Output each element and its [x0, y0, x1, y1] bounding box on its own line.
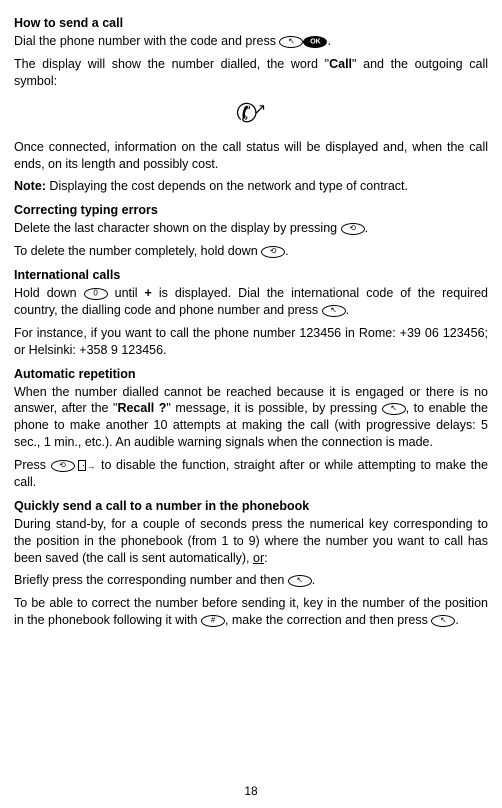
- heading-auto-rep: Automatic repetition: [14, 367, 488, 381]
- text-bold: Note:: [14, 179, 46, 193]
- hash-key-icon: #: [201, 615, 225, 627]
- para-hold-down: Hold down 0 until + is displayed. Dial t…: [14, 285, 488, 319]
- text-underline: or: [253, 551, 264, 565]
- text: :: [264, 551, 267, 565]
- clear-key-icon: ⟲: [51, 460, 75, 472]
- text: Hold down: [14, 286, 84, 300]
- send-key-icon: ↖: [322, 305, 346, 317]
- para-recall: When the number dialled cannot be reache…: [14, 384, 488, 452]
- para-connected: Once connected, information on the call …: [14, 139, 488, 173]
- text: .: [365, 221, 368, 235]
- heading-international: International calls: [14, 268, 488, 282]
- text: " message, it is possible, by pressing: [166, 401, 381, 415]
- text: .: [312, 573, 315, 587]
- text: Delete the last character shown on the d…: [14, 221, 341, 235]
- text: To delete the number completely, hold do…: [14, 244, 261, 258]
- outgoing-call-symbol: ✆↗: [14, 98, 488, 129]
- send-key-icon: ↖: [382, 403, 406, 415]
- text: Dial the phone number with the code and …: [14, 34, 279, 48]
- text: , make the correction and then press: [225, 613, 431, 627]
- para-delete-all: To delete the number completely, hold do…: [14, 243, 488, 260]
- clear-key-icon: ⟲: [341, 223, 365, 235]
- para-disable: Press ⟲→ to disable the function, straig…: [14, 457, 488, 491]
- send-key-icon: ↖: [279, 36, 303, 48]
- text: .: [346, 303, 349, 317]
- text: until: [108, 286, 145, 300]
- para-briefly: Briefly press the corresponding number a…: [14, 572, 488, 589]
- text: .: [455, 613, 458, 627]
- text: .: [327, 34, 330, 48]
- heading-correcting: Correcting typing errors: [14, 203, 488, 217]
- ok-key-icon: OK: [303, 36, 327, 48]
- para-example: For instance, if you want to call the ph…: [14, 325, 488, 359]
- heading-how-to-send: How to send a call: [14, 16, 488, 30]
- text: Displaying the cost depends on the netwo…: [46, 179, 408, 193]
- text: Press: [14, 458, 51, 472]
- exit-key-icon: →: [75, 459, 97, 472]
- para-standby: During stand-by, for a couple of seconds…: [14, 516, 488, 567]
- text: During stand-by, for a couple of seconds…: [14, 517, 488, 565]
- para-note: Note: Displaying the cost depends on the…: [14, 178, 488, 195]
- text: .: [285, 244, 288, 258]
- zero-key-icon: 0: [84, 288, 108, 300]
- heading-quick-send: Quickly send a call to a number in the p…: [14, 499, 488, 513]
- text-bold: Recall ?: [117, 401, 166, 415]
- send-key-icon: ↖: [431, 615, 455, 627]
- page-number: 18: [244, 784, 257, 798]
- para-correct-before: To be able to correct the number before …: [14, 595, 488, 629]
- para-dial-number: Dial the phone number with the code and …: [14, 33, 488, 50]
- text: The display will show the number dialled…: [14, 57, 329, 71]
- text: Briefly press the corresponding number a…: [14, 573, 288, 587]
- text-bold: +: [145, 286, 152, 300]
- text-bold: Call: [329, 57, 352, 71]
- para-display-show: The display will show the number dialled…: [14, 56, 488, 90]
- send-key-icon: ↖: [288, 575, 312, 587]
- para-delete-last: Delete the last character shown on the d…: [14, 220, 488, 237]
- clear-key-icon: ⟲: [261, 246, 285, 258]
